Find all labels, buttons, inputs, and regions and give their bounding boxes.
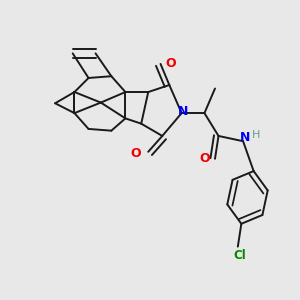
Text: N: N (178, 105, 189, 118)
Text: O: O (130, 147, 141, 160)
Text: O: O (166, 57, 176, 70)
Text: O: O (199, 152, 210, 165)
Text: Cl: Cl (233, 249, 246, 262)
Text: N: N (240, 131, 250, 144)
Text: H: H (252, 130, 261, 140)
